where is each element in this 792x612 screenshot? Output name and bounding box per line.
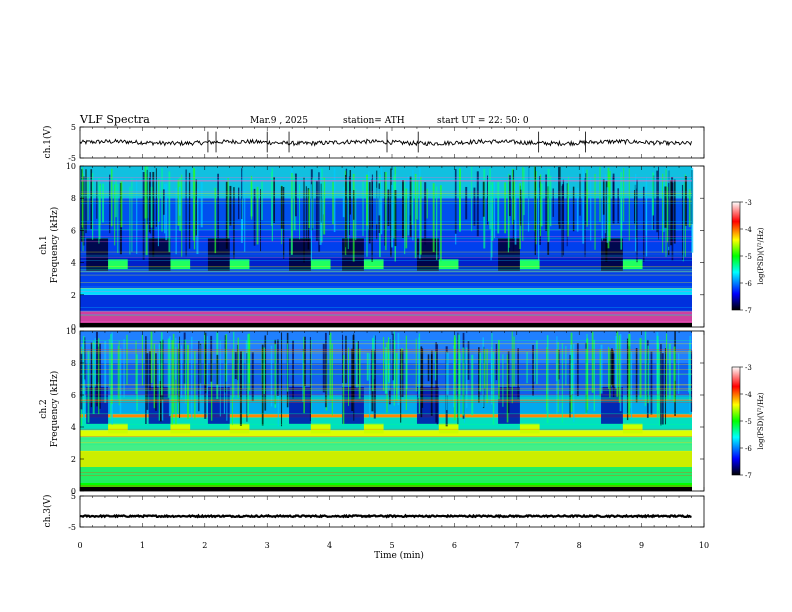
ch1-spectrogram-panel: 0 2 4 6 8 10 (66, 162, 705, 332)
x-tick-label: 9 (639, 541, 644, 550)
x-tick-label: 7 (514, 541, 519, 550)
ch2-colorbar-tick-label: -6 (745, 445, 752, 453)
time-axis: 0 1 2 3 4 5 6 7 8 9 10 (77, 541, 709, 550)
x-axis-label: Time (min) (374, 550, 424, 561)
ch2-spec-ytick-label: 2 (71, 455, 76, 464)
ch1-colorbar-tick-label: -7 (745, 307, 752, 315)
station-label: station= ATH (343, 116, 405, 126)
ch2-spec-ylabel-freq: Frequency (kHz) (49, 371, 60, 448)
x-tick-label: 1 (140, 541, 145, 550)
ch2-colorbar-gradient (731, 366, 741, 476)
x-tick-label: 3 (265, 541, 270, 550)
x-tick-label: 4 (327, 541, 332, 550)
ch1-colorbar-tick-label: -4 (745, 226, 752, 234)
ch2-spec-ytick-label: 6 (71, 391, 76, 400)
ch2-colorbar: -3 -4 -5 -6 -7 log(PSD)(V²/Hz) (731, 364, 765, 480)
ch2-spec-ytick-label: 4 (71, 423, 76, 432)
x-tick-label: 10 (699, 541, 709, 550)
ch2-spectrogram-panel: 0 2 4 6 8 10 (66, 327, 705, 496)
ch1-spec-image (80, 166, 694, 327)
ch1-spec-ytick-label: 0 (71, 323, 76, 332)
ch1-spec-ytick-label: 4 (71, 259, 76, 268)
ch1-colorbar-tick-label: -3 (745, 199, 752, 207)
x-tick-label: 2 (202, 541, 207, 550)
ch1-spec-ylabel-freq: Frequency (kHz) (49, 207, 60, 284)
ch1-spec-ytick-label: 8 (71, 194, 76, 203)
x-tick-label: 0 (77, 541, 82, 550)
ch1-colorbar-gradient (731, 201, 741, 311)
ch2-spec-ytick-label: 10 (66, 327, 76, 336)
ch1-spec-ylabel-channel: ch.1 (39, 235, 49, 254)
ch2-colorbar-label: log(PSD)(V²/Hz) (757, 392, 765, 449)
ch2-colorbar-tick-label: -7 (745, 472, 752, 480)
ch1-colorbar-tick-label: -5 (745, 253, 752, 261)
x-tick-label: 5 (389, 541, 394, 550)
x-tick-label: 8 (577, 541, 582, 550)
start-ut-label: start UT = 22: 50: 0 (437, 116, 529, 126)
ch1-colorbar: -3 -4 -5 -6 -7 log(PSD)(V²/Hz) (731, 199, 765, 315)
ch1-waveform-panel: 5 -5 (68, 123, 705, 163)
ch1-colorbar-label: log(PSD)(V²/Hz) (757, 227, 765, 284)
ch3-wave-ytick-label: -5 (68, 523, 76, 532)
ch3-wave-trace (79, 513, 692, 519)
ch3-wave-ytick-label: 5 (71, 492, 76, 501)
ch2-colorbar-tick-label: -4 (745, 391, 752, 399)
ch1-wave-ylabel: ch.1(V) (42, 126, 53, 159)
ch2-spec-ytick-label: 8 (71, 359, 76, 368)
ch1-spec-ytick-label: 6 (71, 226, 76, 235)
ch1-spec-ytick-label: 10 (66, 162, 76, 171)
ch2-spec-ytick-label: 0 (71, 487, 76, 496)
ch1-wave-ytick-label: 5 (71, 123, 76, 132)
ch3-wave-frame (79, 495, 705, 528)
ch2-colorbar-tick-label: -5 (745, 418, 752, 426)
ch1-colorbar-tick-label: -6 (745, 280, 752, 288)
ch1-wave-trace (79, 138, 692, 147)
x-tick-label: 6 (452, 541, 457, 550)
ch1-wave-ytick-label: -5 (68, 154, 76, 163)
figure-title: VLF Spectra (79, 113, 150, 126)
ch2-spec-image (80, 331, 693, 491)
date-label: Mar.9 , 2025 (250, 116, 308, 126)
ch2-colorbar-tick-label: -3 (745, 364, 752, 372)
ch3-waveform-panel: 5 -5 (68, 492, 705, 532)
ch2-spec-ylabel-channel: ch.2 (39, 399, 49, 418)
ch3-wave-ylabel: ch.3(V) (42, 495, 53, 528)
ch1-spec-ytick-label: 2 (71, 291, 76, 300)
